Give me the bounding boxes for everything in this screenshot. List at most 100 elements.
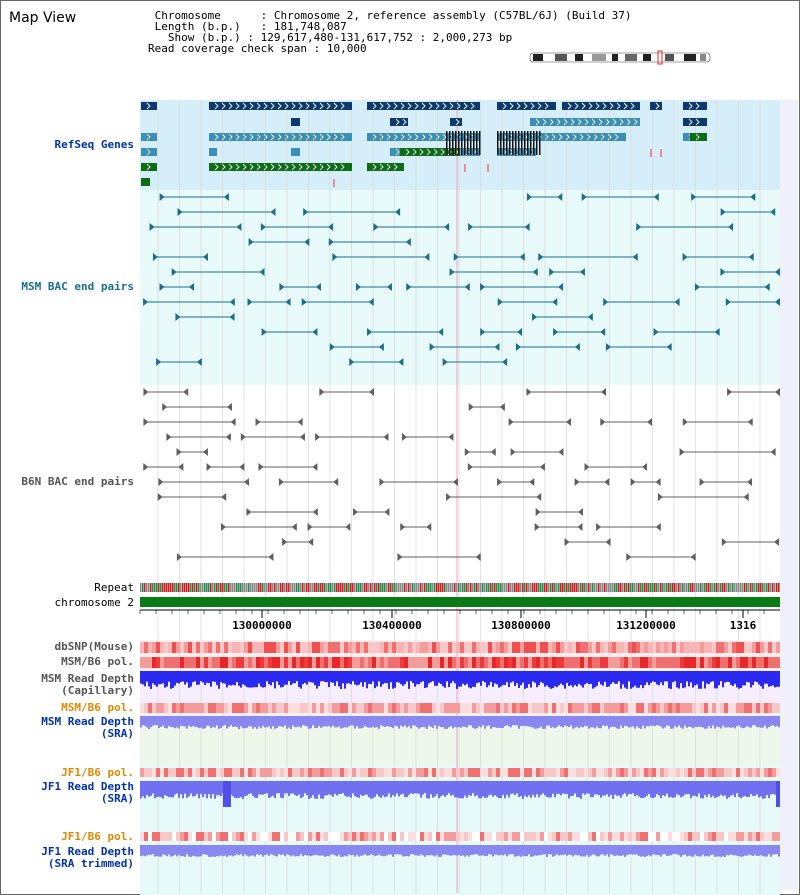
msm-depth-sra-bar	[712, 716, 714, 726]
b6n-bac-end	[397, 553, 403, 561]
b6n-bac-end	[255, 418, 261, 426]
track-label-jf1-b6-pol-2[interactable]: JF1/B6 pol.	[61, 830, 134, 843]
track-label-dbsnp[interactable]: dbSNP(Mouse)	[54, 640, 134, 653]
track-label-msm-bac[interactable]: MSM BAC end pairs	[21, 280, 134, 293]
msm-depth-cap-bar	[346, 671, 348, 684]
msm-pol-cell	[344, 657, 348, 668]
msm-depth-cap-bar	[554, 671, 556, 687]
msm-depth-sra-bar	[346, 716, 348, 728]
gene-strand-mark	[372, 163, 377, 171]
msm-depth-cap-bar	[480, 671, 482, 686]
jf1-depth-sra-bar	[516, 781, 518, 794]
msm-pol2-cell	[604, 703, 608, 713]
jf1-pol2-cell	[196, 832, 200, 841]
jf1-depth-trim-bar	[496, 845, 498, 855]
track-label-refseq[interactable]: RefSeq Genes	[54, 138, 134, 151]
gene-strand-mark	[284, 102, 289, 110]
jf1-depth-trim-bar	[704, 845, 706, 857]
track-label-msm-depth-cap[interactable]: MSM Read Depth (Capillary)	[41, 672, 134, 697]
jf1-depth-trim-bar	[524, 845, 526, 857]
jf1-depth-trim-bar	[594, 845, 596, 855]
track-label-msm-b6-pol-2[interactable]: MSM/B6 pol.	[61, 701, 134, 714]
repeat-element	[632, 583, 634, 592]
msm-depth-sra-bar	[608, 716, 610, 729]
msm-depth-cap-bar	[690, 671, 692, 683]
msm-depth-sra-bar	[598, 716, 600, 729]
msm-depth-sra-bar	[486, 716, 488, 727]
gene-strand-mark	[567, 102, 572, 110]
jf1-pol2-cell	[360, 832, 364, 841]
dbsnp-cell	[772, 642, 776, 653]
msm-depth-sra-bar	[446, 716, 448, 729]
track-label-msm-depth-sra[interactable]: MSM Read Depth (SRA)	[41, 715, 134, 740]
jf1-depth-sra-bar	[512, 781, 514, 794]
jf1-depth-sra-bar	[508, 781, 510, 798]
jf1-depth-trim-bar	[542, 845, 544, 855]
jf1-depth-sra-bar	[648, 781, 650, 794]
jf1-depth-sra-bar	[684, 781, 686, 795]
repeat-element	[432, 583, 434, 592]
gene-strand-mark	[572, 133, 577, 141]
track-label-msm-b6-pol[interactable]: MSM/B6 pol.	[61, 655, 134, 668]
jf1-depth-sra-bar	[714, 781, 716, 798]
dbsnp-cell	[272, 642, 276, 653]
jf1-depth-sra-bar	[146, 781, 148, 795]
track-label-jf1-depth-trim[interactable]: JF1 Read Depth (SRA trimmed)	[41, 845, 134, 870]
jf1-depth-sra-bar	[180, 781, 182, 795]
msm-depth-sra-bar	[576, 716, 578, 727]
msm-depth-cap-bar	[632, 671, 634, 688]
msm-pol2-cell	[452, 703, 456, 713]
b6n-bac-end	[679, 448, 685, 456]
jf1-pol2-cell	[508, 832, 512, 841]
jf1-depth-trim-bar	[478, 845, 480, 856]
msm-bac-end	[248, 238, 254, 246]
pseudogene-mark	[487, 164, 489, 172]
msm-bac-end	[674, 298, 680, 306]
repeat-element	[238, 583, 240, 592]
jf1-depth-trim-bar	[304, 845, 306, 855]
msm-depth-sra-bar	[760, 716, 762, 728]
msm-depth-sra-bar	[536, 716, 538, 729]
repeat-element	[468, 583, 470, 592]
b6n-bac-end	[655, 523, 661, 531]
track-label-b6n-bac[interactable]: B6N BAC end pairs	[21, 475, 134, 488]
msm-depth-sra-bar	[288, 716, 290, 728]
jf1-depth-trim-bar	[260, 845, 262, 855]
jf1-depth-sra-bar	[444, 781, 446, 797]
track-label-jf1-b6-pol[interactable]: JF1/B6 pol.	[61, 766, 134, 779]
msm-pol-cell	[752, 657, 756, 668]
gene-strand-mark	[395, 148, 400, 156]
msm-depth-sra-bar	[756, 716, 758, 728]
msm-depth-cap-bar	[304, 671, 306, 683]
jf1-pol-cell	[592, 768, 596, 777]
msm-depth-sra-bar	[560, 716, 562, 727]
msm-depth-sra-bar	[584, 716, 586, 726]
msm-depth-cap-bar	[222, 671, 224, 684]
jf1-pol-cell	[692, 768, 696, 777]
msm-depth-cap-bar	[392, 671, 394, 689]
msm-depth-cap-bar	[660, 671, 662, 683]
msm-depth-cap-bar	[682, 671, 684, 689]
jf1-depth-trim-bar	[774, 845, 776, 855]
msm-depth-sra-bar	[630, 716, 632, 728]
msm-depth-cap-bar	[666, 671, 668, 682]
msm-bac-end	[386, 283, 392, 291]
dbsnp-cell	[576, 642, 580, 653]
jf1-pol2-cell	[252, 832, 256, 841]
jf1-depth-sra-bar	[476, 781, 478, 796]
jf1-depth-sra-bar	[606, 781, 608, 795]
repeat-element	[576, 583, 578, 592]
jf1-depth-sra-bar	[690, 781, 692, 799]
gene-strand-mark	[298, 102, 303, 110]
jf1-pol-cell	[268, 768, 272, 777]
msm-pol-cell	[260, 657, 264, 668]
dbsnp-cell	[748, 642, 752, 653]
gene-strand-mark	[426, 148, 431, 156]
msm-depth-sra-bar	[660, 716, 662, 727]
jf1-depth-trim-bar	[306, 845, 308, 856]
track-label-jf1-depth-sra[interactable]: JF1 Read Depth (SRA)	[41, 780, 134, 805]
gene-strand-mark	[326, 163, 331, 171]
jf1-depth-sra-bar	[520, 781, 522, 797]
dbsnp-cell	[756, 642, 760, 653]
